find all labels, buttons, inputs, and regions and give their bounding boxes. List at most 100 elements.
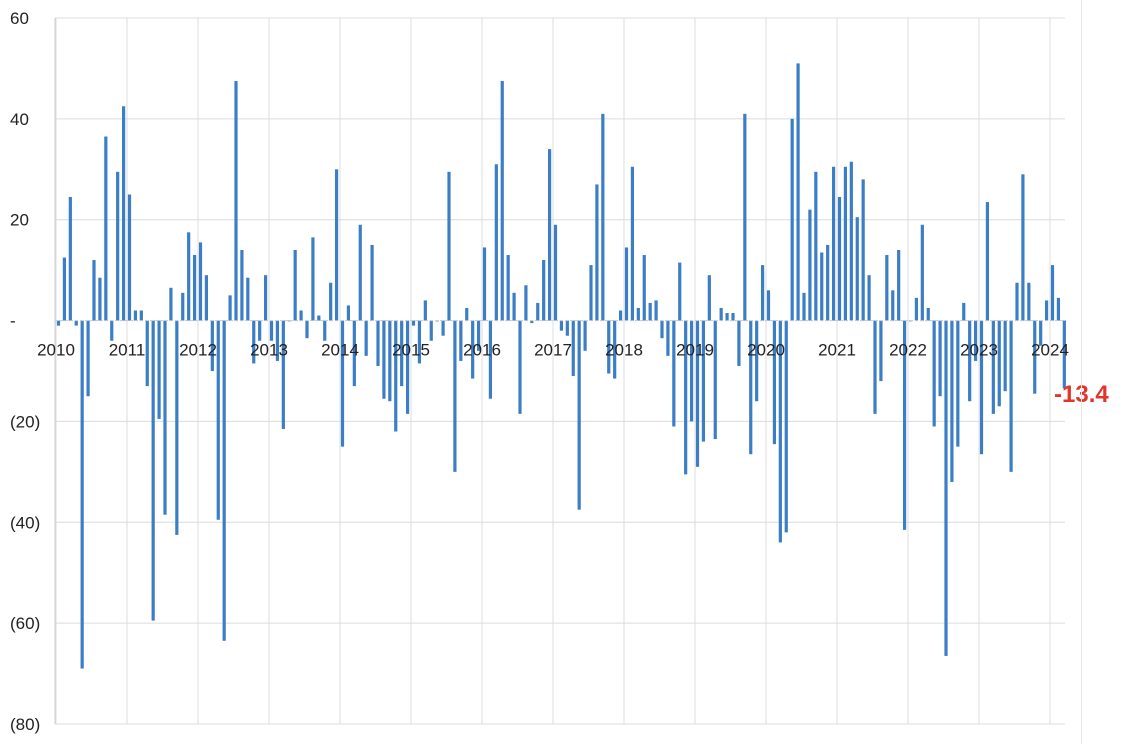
bar xyxy=(364,320,368,356)
bar xyxy=(269,320,274,341)
bar xyxy=(228,295,232,321)
bar xyxy=(891,290,895,321)
bar xyxy=(56,320,61,326)
bar xyxy=(382,320,386,399)
bar xyxy=(441,320,445,336)
bar xyxy=(802,292,806,321)
bar xyxy=(400,320,404,387)
bar xyxy=(394,320,398,432)
bar xyxy=(423,300,427,321)
x-tick-label: 2022 xyxy=(889,341,927,360)
bar xyxy=(642,255,646,321)
x-tick-label: 2019 xyxy=(676,341,714,360)
bar xyxy=(500,81,504,321)
bar xyxy=(163,320,167,515)
bar xyxy=(991,320,995,414)
x-tick-label: 2021 xyxy=(818,341,856,360)
y-tick-label: (20) xyxy=(10,412,40,431)
bar xyxy=(648,302,652,321)
bar xyxy=(447,171,451,321)
bar xyxy=(796,63,800,321)
x-tick-label: 2020 xyxy=(747,341,785,360)
y-tick-label: (80) xyxy=(10,715,40,734)
bar xyxy=(755,320,759,402)
bar xyxy=(950,320,954,482)
bar xyxy=(737,320,741,366)
bar xyxy=(701,320,706,442)
right-border-line xyxy=(1081,0,1082,744)
bar xyxy=(684,320,688,475)
bar xyxy=(494,164,498,321)
bar xyxy=(855,217,859,321)
bar xyxy=(944,320,948,656)
bar xyxy=(311,237,315,321)
bar xyxy=(376,320,380,366)
bar xyxy=(997,320,1001,407)
bar xyxy=(843,166,848,321)
bar xyxy=(920,224,924,321)
bar xyxy=(1015,282,1019,321)
bar xyxy=(565,320,569,336)
bar xyxy=(86,320,90,397)
bar xyxy=(234,81,238,321)
bar xyxy=(536,302,540,321)
bar xyxy=(873,320,877,414)
bar xyxy=(1044,300,1049,321)
bar xyxy=(323,320,327,341)
bar xyxy=(861,179,865,321)
bar xyxy=(932,320,936,427)
bar xyxy=(139,310,143,321)
x-tick-label: 2023 xyxy=(960,341,998,360)
bar xyxy=(459,320,463,361)
bar xyxy=(145,320,149,387)
bar xyxy=(660,320,664,339)
bar xyxy=(678,262,682,321)
bar xyxy=(867,275,871,321)
bar xyxy=(985,202,990,321)
bar xyxy=(530,320,534,324)
bar xyxy=(849,161,853,321)
bar xyxy=(104,136,108,321)
bar xyxy=(666,320,670,356)
bar xyxy=(938,320,942,397)
bar xyxy=(1027,282,1031,321)
x-tick-label: 2018 xyxy=(605,341,643,360)
bar xyxy=(246,277,250,321)
bar xyxy=(808,209,812,321)
bar xyxy=(512,292,516,321)
bar xyxy=(725,313,729,321)
bar xyxy=(175,320,179,535)
bar xyxy=(68,197,72,321)
bar xyxy=(618,310,623,321)
bar xyxy=(429,320,433,341)
bar xyxy=(760,265,765,321)
bar xyxy=(216,320,220,520)
bar xyxy=(305,320,309,339)
bar xyxy=(187,232,191,321)
bar xyxy=(962,302,966,321)
bar xyxy=(1062,320,1066,389)
bar xyxy=(80,320,84,669)
bar xyxy=(476,320,481,351)
bar xyxy=(488,320,493,399)
bar xyxy=(636,307,640,321)
bar xyxy=(74,320,78,326)
bar xyxy=(482,247,487,321)
bar xyxy=(281,320,285,429)
x-tick-label: 2014 xyxy=(321,341,359,360)
bar xyxy=(388,320,392,402)
bar xyxy=(340,320,345,447)
bar xyxy=(198,242,203,321)
bar xyxy=(346,305,351,321)
x-tick-label: 2016 xyxy=(463,341,501,360)
bar xyxy=(263,275,268,321)
bar xyxy=(583,320,587,351)
bar xyxy=(258,320,262,341)
bar xyxy=(127,194,132,321)
x-tick-label: 2015 xyxy=(392,341,430,360)
bar xyxy=(275,320,280,361)
x-tick-label: 2013 xyxy=(250,341,288,360)
bar xyxy=(820,252,824,321)
